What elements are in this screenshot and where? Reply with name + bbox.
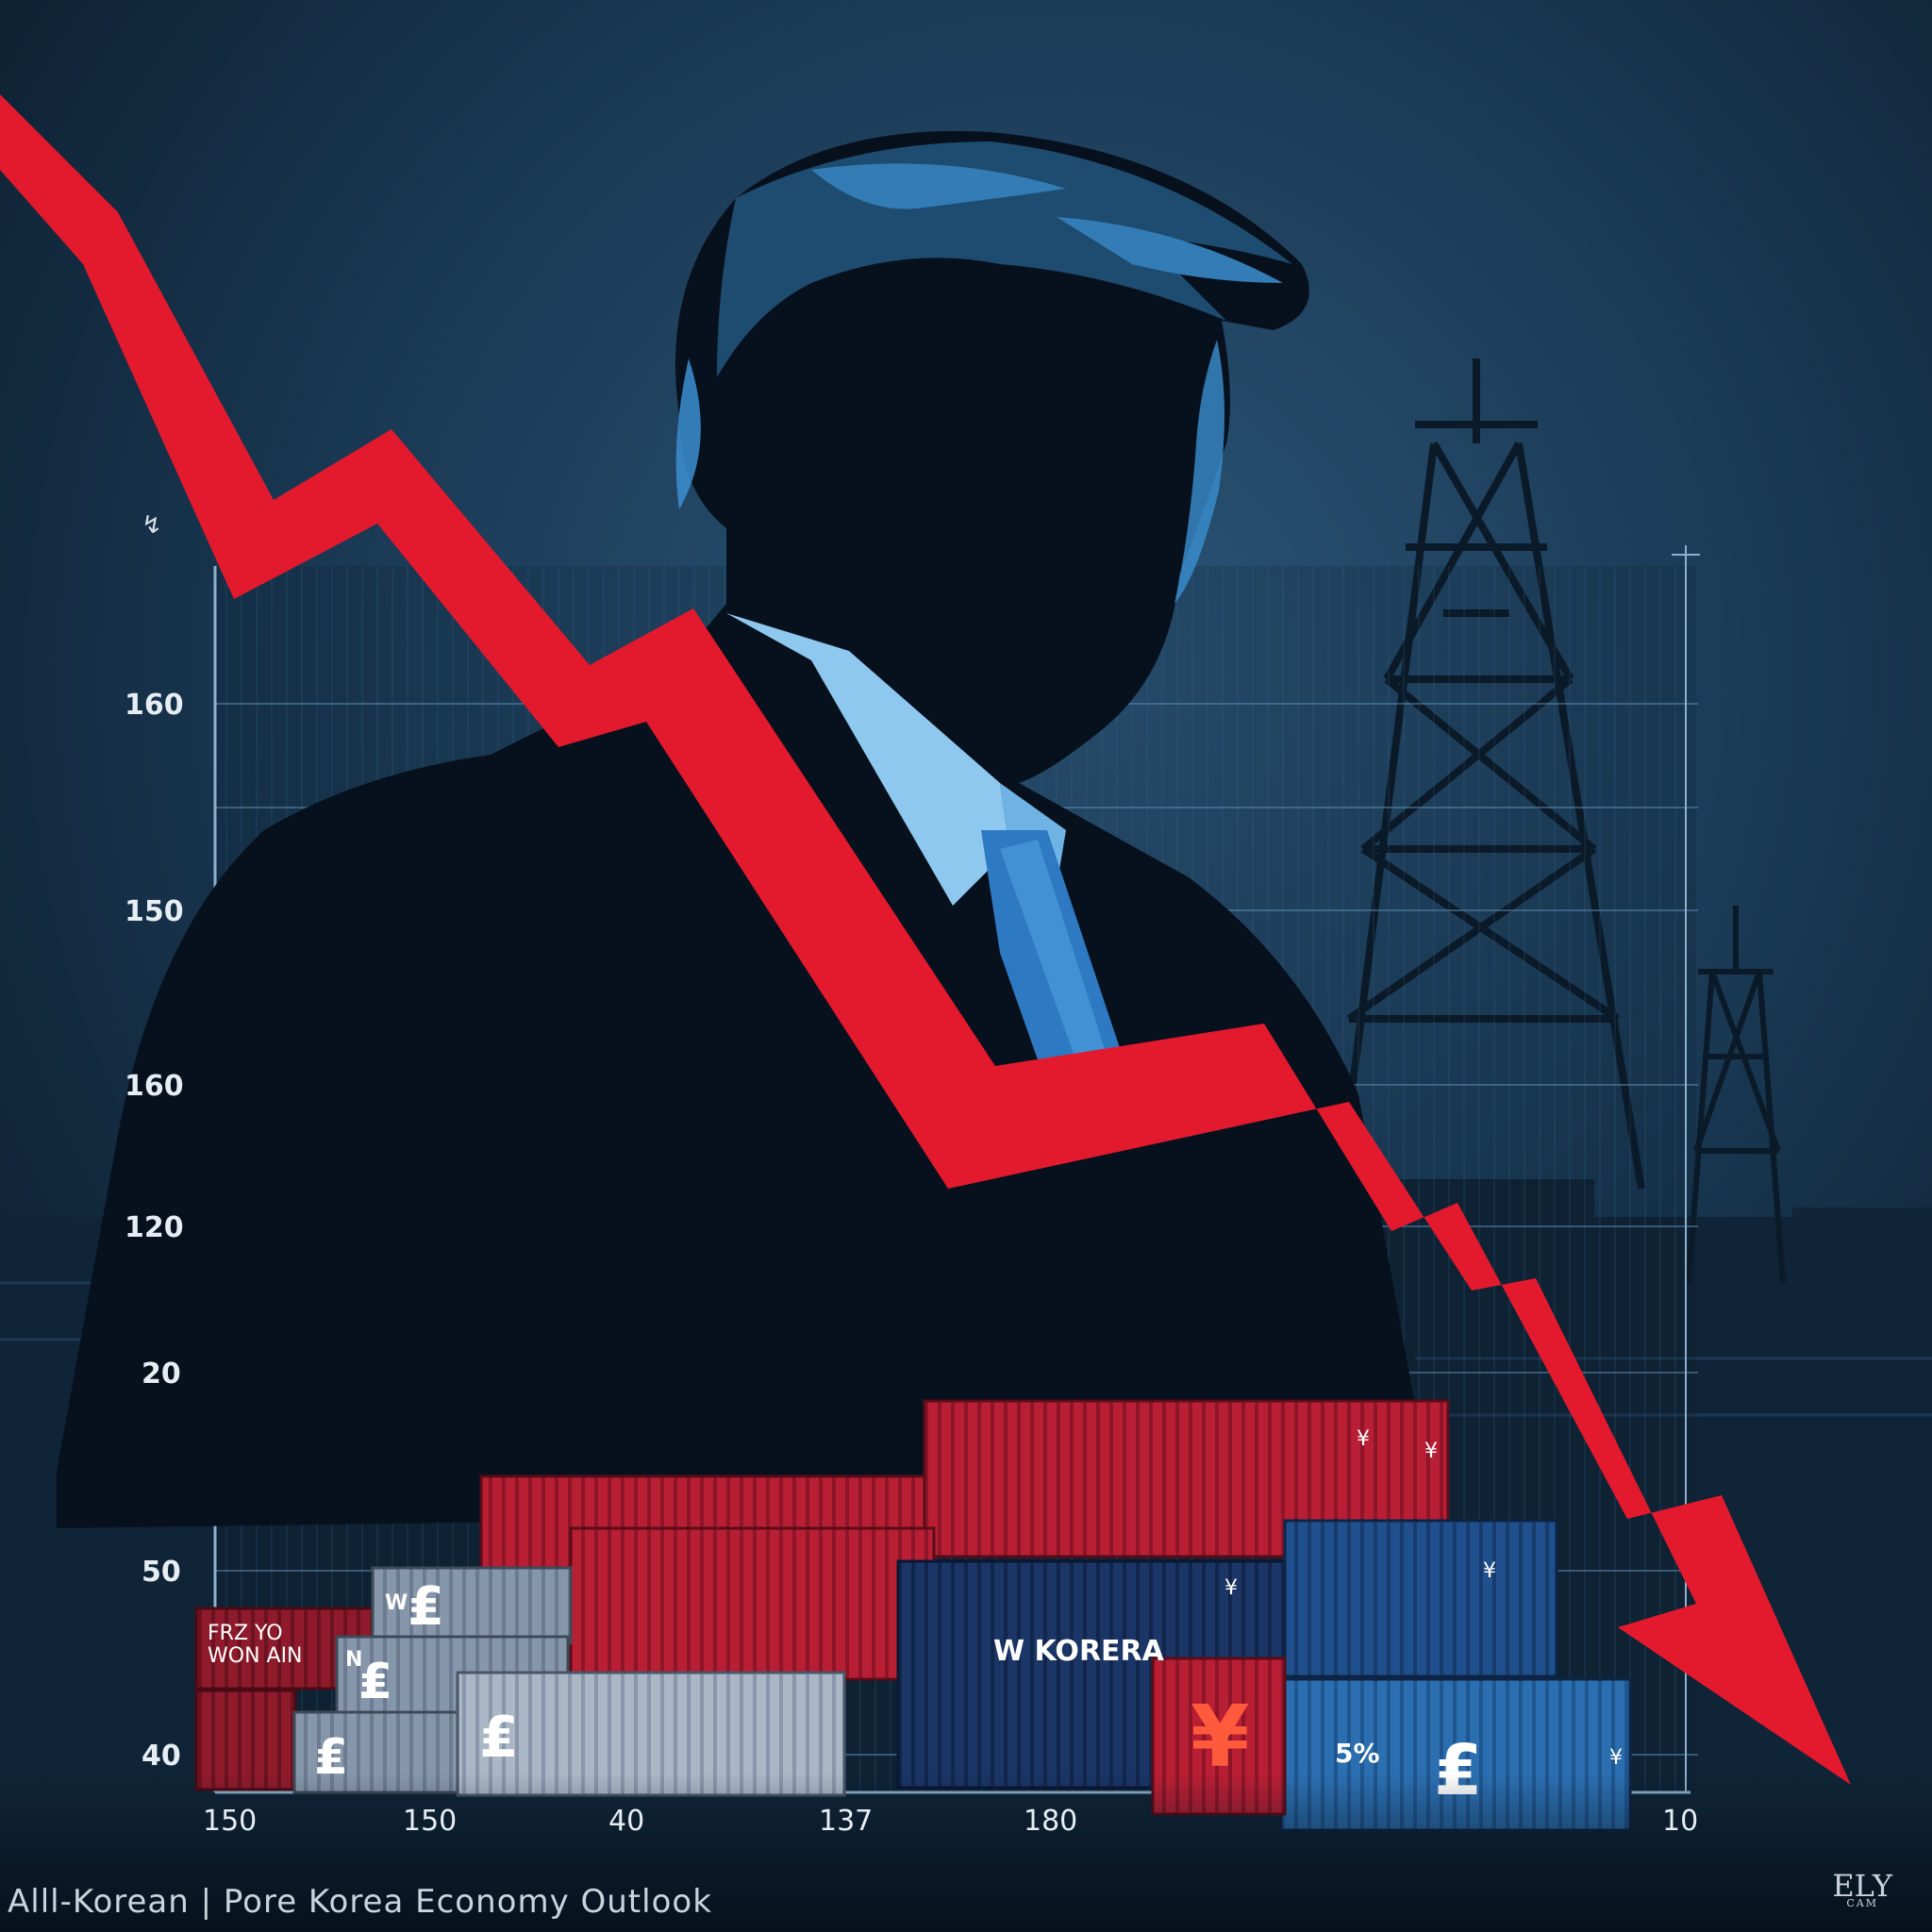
yen-symbol: ¥ [1191,1688,1250,1787]
x-tick-label: 150 [403,1805,457,1838]
container [1283,1519,1558,1678]
container-mark: ¥ [1483,1559,1496,1583]
shipping-containers: FRZ YO WON AIN W N W KORERA 5% ¥ ₤ ₤ ₤ ₤… [194,1399,1632,1832]
tower-small [1686,906,1786,1284]
container-label-wkorea: W KORERA [993,1635,1165,1668]
container [569,1526,936,1681]
currency-symbol: ₤ [358,1654,392,1710]
container-mark: ¥ [1609,1746,1623,1770]
brand-logo-main: ELY [1832,1868,1892,1904]
y-tick-label: 160 [125,1070,184,1103]
tower-large [1336,358,1645,1190]
y-tick-label: 20 [142,1357,181,1391]
container-label-w: W [385,1591,408,1615]
brand-logo: ELY CAM [1832,1871,1892,1909]
footer-caption: Alll-Korean | Pore Korea Economy Outlook [8,1883,712,1921]
x-tick-label: 10 [1662,1805,1698,1838]
x-tick-label: 137 [819,1805,873,1838]
y-tick-label: 120 [125,1211,184,1244]
corner-mark: ↯ [142,511,162,540]
brand-logo-sub: CAM [1846,1897,1878,1909]
currency-symbol: ₤ [479,1705,519,1771]
container-mark: ¥ [1424,1440,1438,1463]
container-label-5pct: 5% [1335,1738,1380,1769]
x-tick-label: 180 [1024,1805,1077,1838]
container [194,1689,297,1791]
y-axis-labels: 160 150 160 120 20 50 40 [125,689,184,1773]
trend-down-arrow [0,94,1851,1785]
x-tick-label: 40 [608,1805,644,1838]
container-mark: ¥ [1357,1427,1370,1451]
y-tick-label: 160 [125,689,184,722]
container-mark: ¥ [1224,1576,1238,1600]
y-tick-label: 40 [142,1740,181,1773]
currency-symbol: ₤ [408,1576,444,1638]
y-tick-label: 50 [142,1556,181,1589]
x-axis-labels: 150 150 40 137 180 10 [203,1805,1698,1838]
y-tick-label: 150 [125,895,184,928]
container-label-won: WON AIN [208,1644,303,1668]
floor-shadow [0,1774,1932,1932]
container-label-frz: FRZ YO [208,1622,283,1645]
x-tick-label: 150 [203,1805,257,1838]
container-label-n: N [345,1648,362,1672]
